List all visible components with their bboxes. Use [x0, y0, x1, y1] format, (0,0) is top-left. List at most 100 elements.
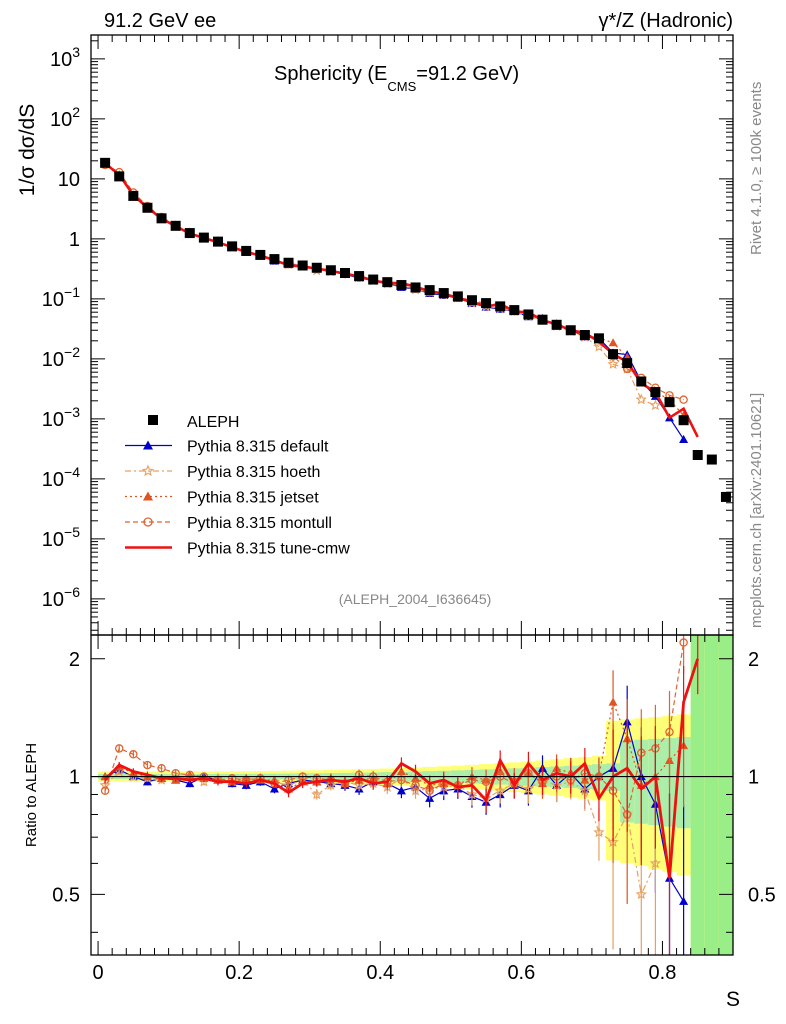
- mcplots-label: mcplots.cern.ch [arXiv:2401.10621]: [748, 393, 765, 628]
- data-point: [227, 241, 238, 252]
- data-point: [551, 319, 562, 330]
- data-point: [410, 282, 421, 293]
- series-line-2: [104, 162, 685, 416]
- data-point: [678, 415, 689, 426]
- ratio-line-3: [104, 642, 685, 817]
- series-point-0: [679, 434, 689, 443]
- ratio-point-1: [353, 779, 365, 791]
- data-point: [481, 298, 492, 309]
- data-point: [297, 260, 308, 271]
- data-point: [325, 265, 336, 276]
- main-plot: [99, 157, 731, 502]
- ratio-point-1: [635, 888, 647, 900]
- data-point: [622, 358, 633, 369]
- series-point-3: [679, 395, 688, 404]
- data-point: [269, 254, 280, 265]
- data-point: [452, 291, 463, 302]
- data-point: [368, 274, 379, 285]
- data-point: [142, 202, 153, 213]
- data-point: [100, 157, 111, 168]
- ratio-point-3: [157, 764, 166, 773]
- ratio-line-0: [104, 719, 685, 902]
- data-point: [636, 376, 647, 387]
- x-tick-label: 0: [92, 962, 103, 984]
- x-axis-label: S: [726, 988, 740, 1011]
- legend-label-4: Pythia 8.315 tune-cmw: [187, 541, 350, 558]
- ratio-point-3: [665, 727, 674, 737]
- ratio-tick-label-left: 2: [69, 649, 80, 671]
- series-point-1: [635, 393, 647, 405]
- series-line-1: [104, 163, 656, 406]
- y-tick-label: 102: [50, 104, 80, 131]
- ratio-y-axis-label: Ratio to ALEPH: [23, 743, 40, 847]
- ratio-point-1: [522, 782, 535, 794]
- rivet-version-label: Rivet 4.1.0, ≥ 100k events: [748, 82, 765, 255]
- series-line-4: [104, 162, 699, 438]
- analysis-tag: (ALEPH_2004_I636645): [339, 591, 492, 607]
- data-point: [354, 271, 365, 282]
- legend-label-3: Pythia 8.315 montull: [187, 515, 332, 532]
- data-point: [241, 245, 252, 256]
- data-point: [114, 171, 125, 182]
- data-point: [255, 249, 266, 260]
- data-point: [128, 190, 139, 201]
- data-point: [664, 397, 675, 408]
- legend-marker-0: [143, 440, 153, 450]
- data-point: [565, 325, 576, 336]
- stat-uncertainty-band: [704, 635, 719, 955]
- y-tick-label: 10−6: [42, 584, 80, 611]
- legend-label-0: Pythia 8.315 default: [187, 439, 329, 456]
- series-line-0: [104, 162, 685, 440]
- ratio-point-3: [100, 786, 110, 795]
- data-point: [339, 267, 350, 278]
- ratio-tick-label-right: 2: [748, 649, 759, 671]
- ratio-point-3: [411, 781, 420, 790]
- ratio-point-1: [325, 779, 337, 791]
- y-tick-label: 10−3: [42, 404, 80, 431]
- x-tick-label: 0.6: [507, 962, 535, 984]
- ratio-frame: [90, 634, 734, 956]
- y-tick-label: 10−1: [42, 284, 80, 311]
- ratio-tick-label-right: 0.5: [748, 884, 776, 906]
- data-point: [706, 454, 717, 465]
- ratio-point-0: [396, 786, 406, 795]
- ratio-line-2: [104, 699, 685, 790]
- data-point: [424, 285, 435, 296]
- plot-title: Sphericity (ECMS=91.2 GeV): [274, 63, 519, 94]
- legend-label-1: Pythia 8.315 hoeth: [187, 464, 320, 481]
- ratio-point-3: [679, 638, 688, 647]
- legend-marker-1: [141, 464, 155, 477]
- series-point-2: [608, 338, 618, 347]
- data-point: [608, 349, 619, 360]
- x-tick-label: 0.2: [225, 962, 253, 984]
- ratio-point-0: [269, 784, 279, 793]
- x-tick-label: 0.8: [649, 962, 677, 984]
- legend-marker-2: [143, 491, 153, 501]
- ratio-tick-label-right: 1: [748, 767, 759, 789]
- data-point: [184, 228, 195, 239]
- legend: ALEPH Pythia 8.315 default Pythia 8.315 ho…: [125, 414, 350, 558]
- ratio-point-0: [679, 896, 689, 905]
- data-point: [382, 277, 393, 288]
- header-left: 91.2 GeV ee: [104, 10, 216, 32]
- y-tick-label: 10−2: [42, 344, 80, 371]
- y-tick-label: 1: [69, 229, 80, 251]
- axes: 0 0.2 0.4 0.6 0.810−610−510−410−310−210−1110…: [42, 34, 776, 984]
- data-point: [650, 387, 661, 398]
- ratio-point-1: [311, 788, 323, 800]
- data-point: [579, 330, 590, 340]
- ratio-point-1: [466, 788, 478, 800]
- ratio-point-3: [129, 750, 138, 759]
- data-point: [495, 301, 506, 312]
- data-point: [311, 262, 322, 273]
- y-tick-label: 10−4: [42, 464, 80, 491]
- series-point-1: [607, 358, 619, 369]
- ratio-point-1: [593, 826, 605, 838]
- header-right: γ*/Z (Hadronic): [599, 10, 733, 32]
- ratio-point-3: [481, 777, 491, 786]
- data-point: [692, 450, 703, 460]
- legend-marker-3: [143, 517, 153, 527]
- data-point: [212, 236, 223, 247]
- legend-marker-data: [148, 415, 158, 425]
- stat-uncertainty-band: [718, 635, 733, 955]
